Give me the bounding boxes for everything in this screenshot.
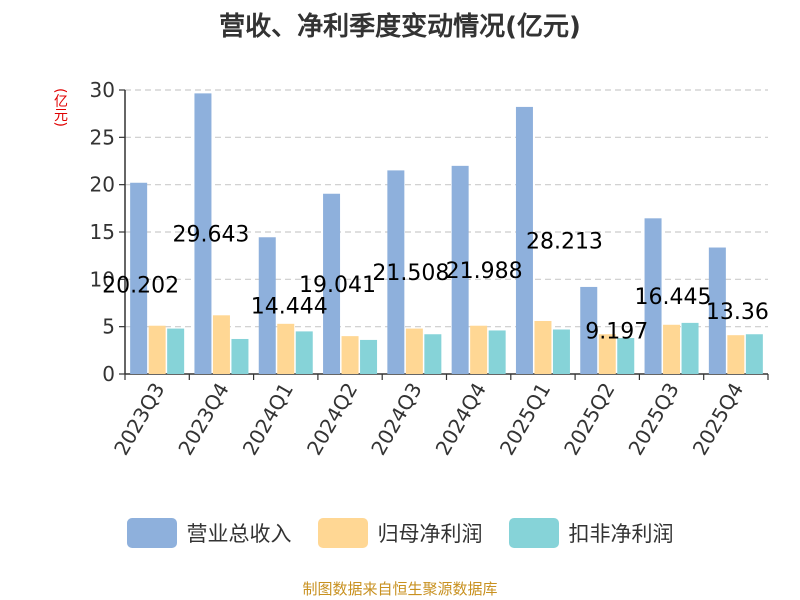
y-tick-label: 25 <box>90 125 115 149</box>
y-tick-label: 15 <box>90 220 115 244</box>
x-tick-label: 2025Q2 <box>559 379 619 460</box>
legend-label: 营业总收入 <box>186 522 292 546</box>
bar-series2 <box>277 323 295 374</box>
chart-title: 营收、净利季度变动情况(亿元) <box>219 12 581 42</box>
legend-swatch <box>508 518 559 548</box>
bar-series2 <box>148 325 166 374</box>
y-tick-label: 30 <box>90 78 115 102</box>
data-label: 9.197 <box>585 319 648 344</box>
data-label: 13.36 <box>706 300 769 325</box>
bar-series2 <box>405 328 423 374</box>
data-label: 20.202 <box>102 273 179 298</box>
data-label: 28.213 <box>526 229 603 254</box>
bar-series2 <box>534 320 552 374</box>
bar-series1 <box>451 165 469 374</box>
legend-label: 归母净利润 <box>377 522 483 546</box>
bar-series3 <box>552 329 570 374</box>
y-tick-label: 10 <box>90 267 115 291</box>
bar-series3 <box>360 339 378 374</box>
bar-series3 <box>745 334 763 374</box>
bar-series3 <box>424 334 442 374</box>
x-tick-label: 2025Q4 <box>688 379 748 460</box>
legend-swatch <box>317 518 368 548</box>
legend-label: 扣非净利润 <box>568 522 674 546</box>
bar-series2 <box>663 324 681 374</box>
bar-series1 <box>194 93 212 374</box>
legend-item[interactable]: 扣非净利润 <box>508 518 674 548</box>
bar-series1 <box>515 106 533 374</box>
legend-item[interactable]: 营业总收入 <box>126 518 292 548</box>
bar-series2 <box>212 315 230 374</box>
bar-series1 <box>323 193 341 374</box>
bar-series3 <box>167 328 185 374</box>
x-tick-label: 2025Q1 <box>495 379 555 460</box>
legend: 营业总收入 归母净利润 扣非净利润 <box>0 518 800 548</box>
data-label: 29.643 <box>172 223 249 248</box>
x-tick-label: 2024Q2 <box>302 379 362 460</box>
x-tick-label: 2024Q4 <box>431 379 491 460</box>
bar-series1 <box>130 182 148 374</box>
data-label: 21.508 <box>372 261 449 286</box>
bar-series3 <box>488 330 506 374</box>
x-tick-label: 2023Q3 <box>109 379 169 460</box>
legend-item[interactable]: 归母净利润 <box>317 518 483 548</box>
source-note: 制图数据来自恒生聚源数据库 <box>302 580 498 598</box>
x-tick-label: 2025Q3 <box>623 379 683 460</box>
data-label: 19.041 <box>299 273 376 298</box>
data-label: 16.445 <box>635 285 712 310</box>
x-tick-label: 2024Q1 <box>238 379 298 460</box>
bar-series3 <box>295 331 313 374</box>
data-label: 21.988 <box>446 259 523 284</box>
bar-series2 <box>470 325 488 374</box>
bar-series3 <box>617 338 635 374</box>
legend-swatch <box>126 518 177 548</box>
data-label: 14.444 <box>251 295 328 320</box>
y-axis-label: (亿元) <box>52 88 68 127</box>
bar-series1 <box>708 247 726 374</box>
bar-series1 <box>258 237 276 374</box>
bar-series2 <box>341 336 359 374</box>
bar-series3 <box>231 338 249 374</box>
y-tick-label: 20 <box>90 173 115 197</box>
y-tick-label: 0 <box>102 362 115 386</box>
y-tick-label: 5 <box>102 315 115 339</box>
x-tick-label: 2024Q3 <box>366 379 426 460</box>
bar-series1 <box>580 286 598 374</box>
bar-series2 <box>727 335 745 374</box>
bar-series1 <box>644 218 662 374</box>
bar-series1 <box>387 170 405 374</box>
bar-series3 <box>681 322 699 374</box>
bar-series2 <box>598 334 616 374</box>
x-tick-label: 2023Q4 <box>173 379 233 460</box>
